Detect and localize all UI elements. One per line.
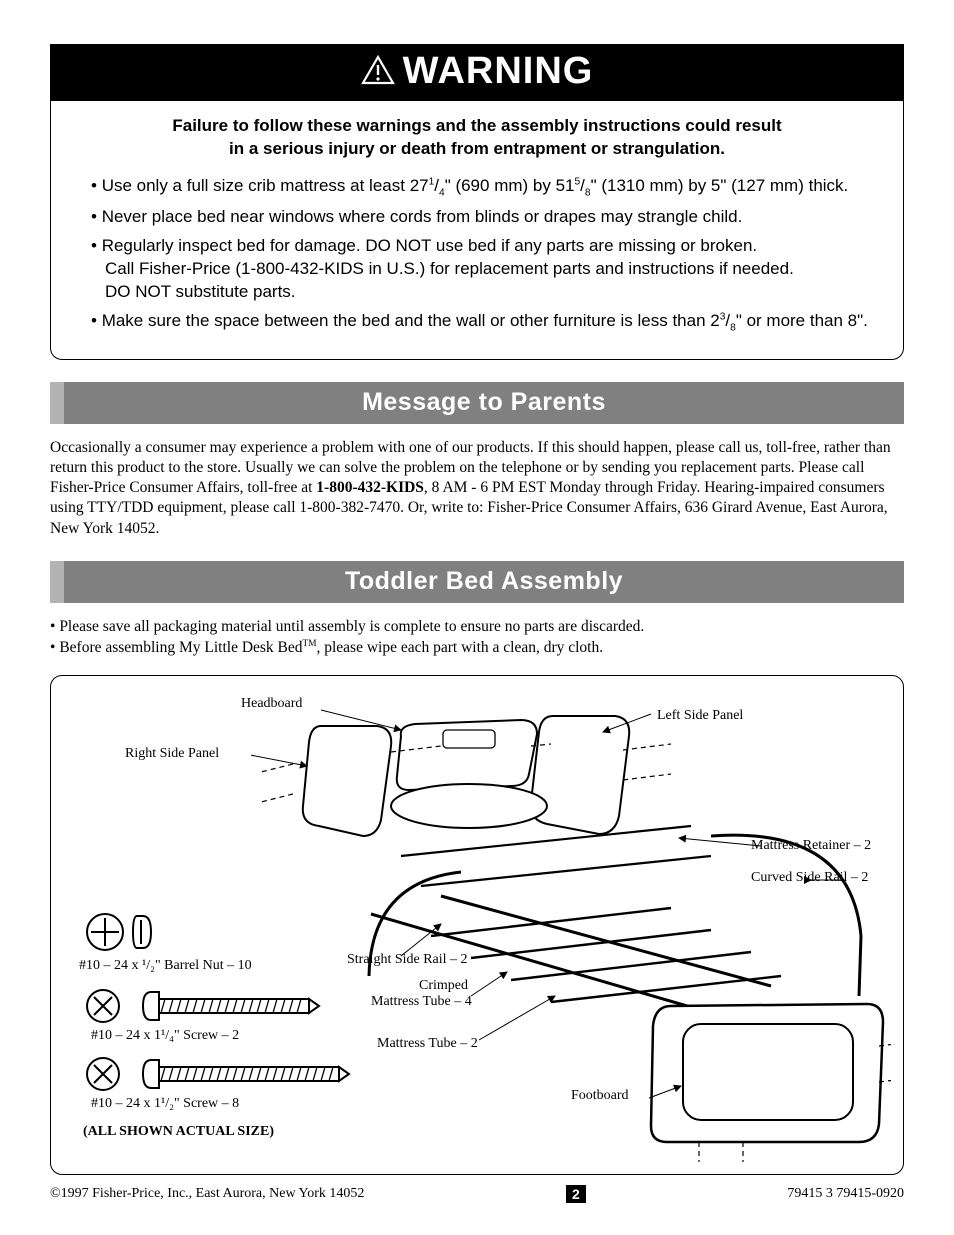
right-side-panel-label: Right Side Panel [125,746,219,762]
crimped-label: Crimped [419,978,468,994]
assembly-bullets: Please save all packaging material until… [50,617,904,659]
assembly-bullet: Before assembling My Little Desk BedTM, … [50,638,904,659]
headboard-label: Headboard [241,696,302,712]
message-to-parents-body: Occasionally a consumer may experience a… [50,438,904,539]
short-screw-label: #10 – 24 x 1¹/₄" Screw – 2 [91,1028,239,1044]
straight-side-rail-label: Straight Side Rail – 2 [347,952,468,968]
warning-box: Failure to follow these warnings and the… [50,101,904,360]
barrel-nut-label: #10 – 24 x ¹/₂" Barrel Nut – 10 [79,958,252,974]
mattress-retainer-label: Mattress Retainer – 2 [751,838,871,854]
warning-title: WARNING [403,50,594,92]
parts-diagram: #10 – 24 x ¹/₂" Barrel Nut – 10 #10 – 24… [50,675,904,1175]
section-header-parents: Message to Parents [50,382,904,424]
long-screw-label: #10 – 24 x 1¹/₂" Screw – 8 [91,1096,239,1112]
section-header-assembly: Toddler Bed Assembly [50,561,904,603]
assembly-bullet: Please save all packaging material until… [50,617,904,638]
warning-bullets: Use only a full size crib mattress at le… [75,175,879,335]
warning-bullet: Make sure the space between the bed and … [75,310,879,335]
page-footer: ©1997 Fisher-Price, Inc., East Aurora, N… [50,1185,904,1203]
alert-triangle-icon [361,55,395,85]
warning-intro: Failure to follow these warnings and the… [75,115,879,161]
warning-banner: WARNING [50,44,904,101]
left-side-panel-label: Left Side Panel [657,708,743,724]
warning-bullet: Use only a full size crib mattress at le… [75,175,879,200]
barrel-nut-icon [83,910,169,954]
page-number: 2 [566,1185,586,1203]
mattress-tube-label: Mattress Tube – 2 [377,1036,478,1052]
actual-size-label: (ALL SHOWN ACTUAL SIZE) [83,1124,274,1140]
doc-id: 79415 3 79415-0920 [787,1186,904,1202]
warning-bullet: Regularly inspect bed for damage. DO NOT… [75,235,879,304]
crimped-label2: Mattress Tube – 4 [371,994,472,1010]
copyright: ©1997 Fisher-Price, Inc., East Aurora, N… [50,1186,364,1202]
curved-side-rail-label: Curved Side Rail – 2 [751,870,868,886]
warning-bullet: Never place bed near windows where cords… [75,206,879,229]
footboard-label: Footboard [571,1088,629,1104]
